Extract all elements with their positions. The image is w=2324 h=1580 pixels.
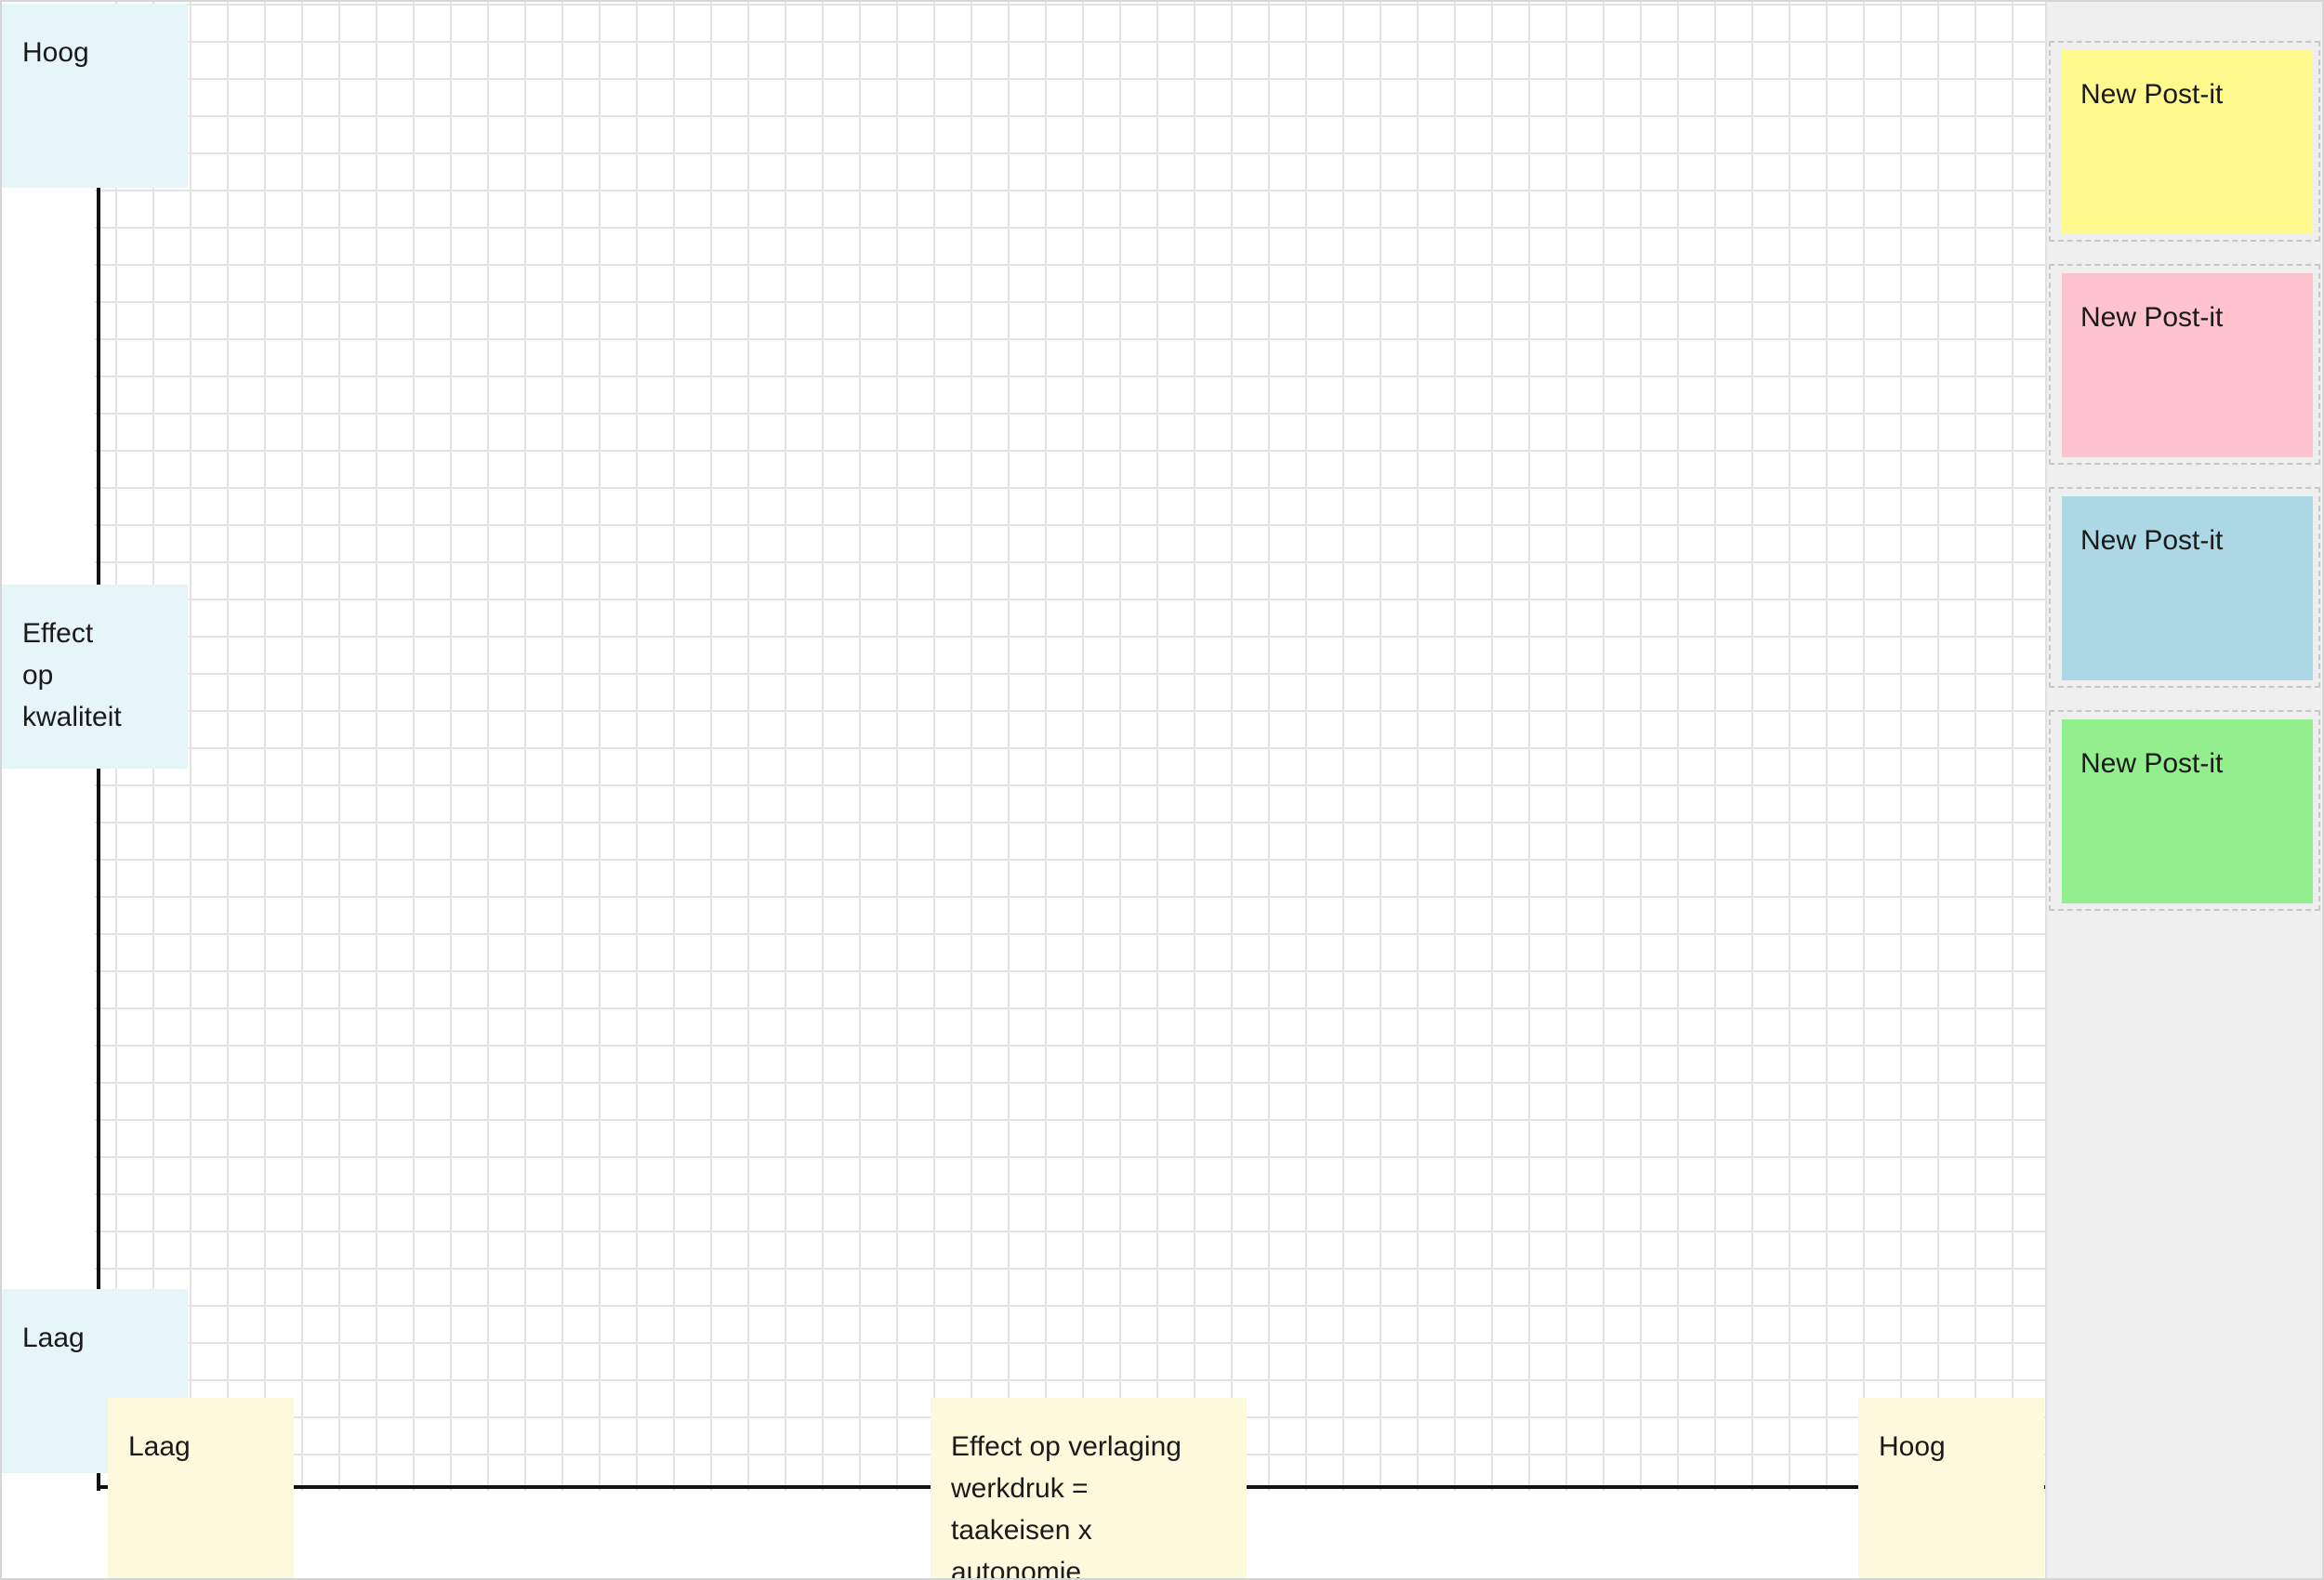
postit-yellow[interactable]: New Post-it (2062, 50, 2313, 234)
x-axis-low-label[interactable]: Laag (108, 1398, 294, 1578)
y-axis-line (97, 188, 100, 1491)
postit-label: New Post-it (2080, 302, 2224, 333)
postit-label: New Post-it (2080, 748, 2224, 779)
x-axis-title[interactable]: Effect op verlaging werkdruk = taakeisen… (931, 1398, 1247, 1578)
x-axis-high-label[interactable]: Hoog (1858, 1398, 2044, 1578)
postit-palette: New Post-it New Post-it New Post-it New … (2045, 2, 2322, 1578)
postit-slot: New Post-it (2049, 41, 2320, 242)
canvas-board[interactable] (2, 2, 2045, 1578)
postit-slot: New Post-it (2049, 710, 2320, 911)
postit-blue[interactable]: New Post-it (2062, 496, 2313, 680)
postit-label: New Post-it (2080, 525, 2224, 556)
y-axis-title[interactable]: Effect op kwaliteit (2, 585, 188, 769)
postit-label: New Post-it (2080, 79, 2224, 110)
postit-pink[interactable]: New Post-it (2062, 273, 2313, 457)
y-axis-high-label[interactable]: Hoog (2, 4, 188, 188)
postit-slot: New Post-it (2049, 264, 2320, 465)
postit-green[interactable]: New Post-it (2062, 719, 2313, 903)
postit-slot: New Post-it (2049, 487, 2320, 688)
